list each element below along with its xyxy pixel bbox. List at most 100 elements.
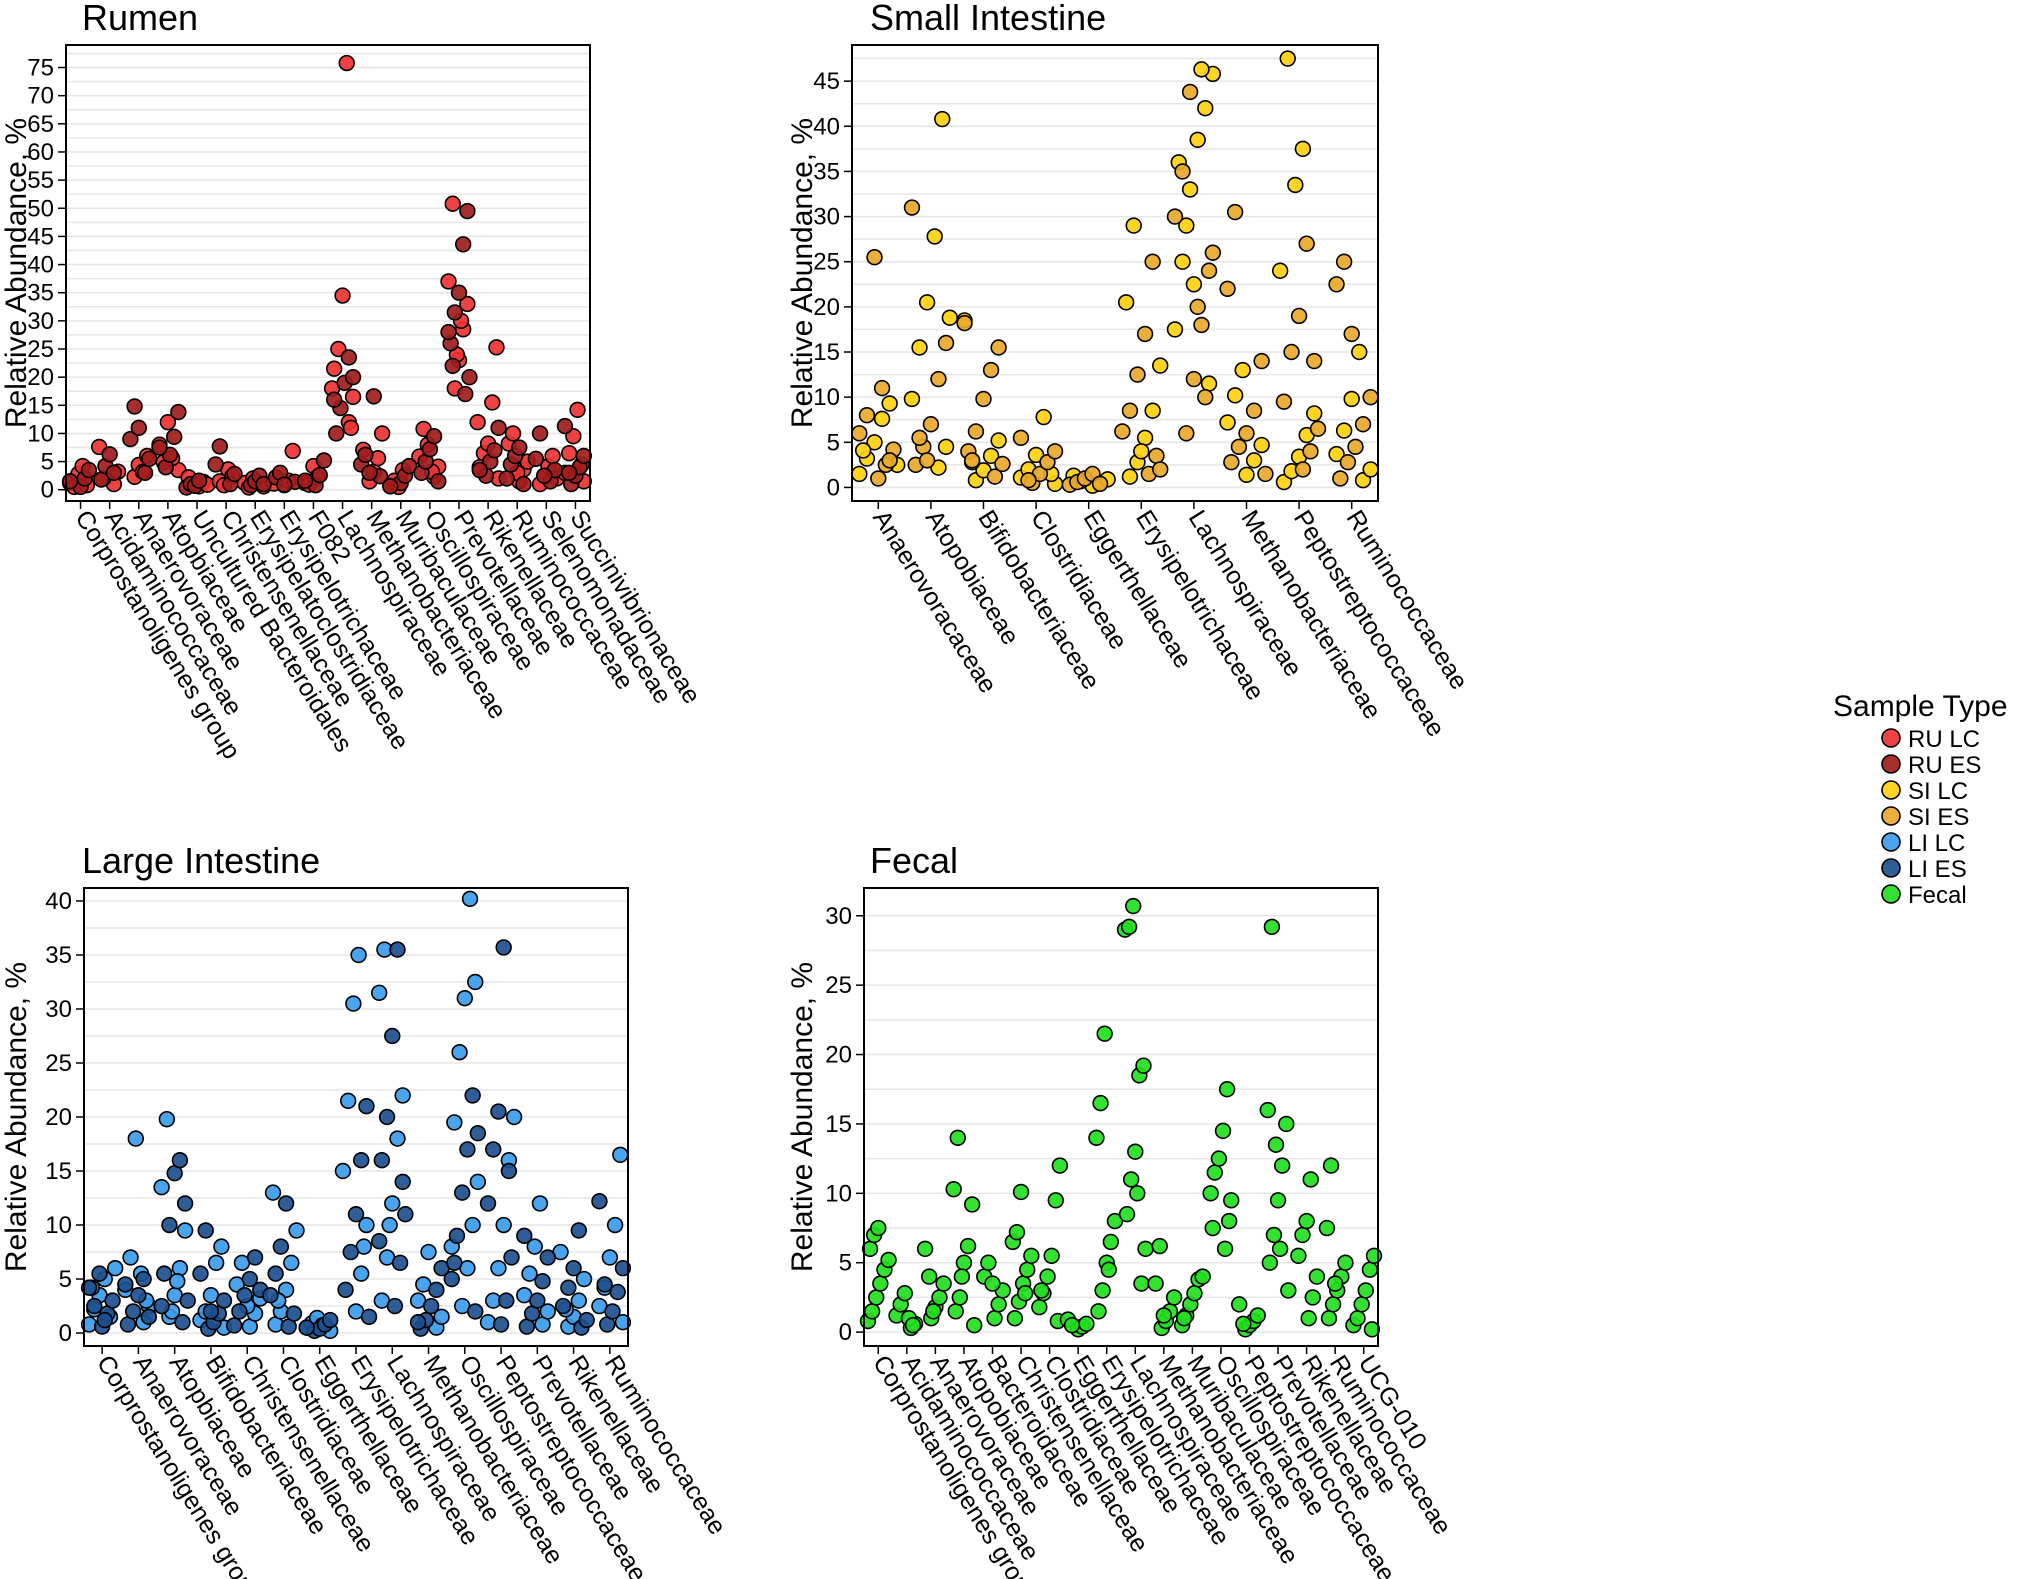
fecal-point xyxy=(1120,918,1138,936)
fecal-point xyxy=(1092,1094,1109,1112)
large-intestine-point xyxy=(171,1152,189,1169)
legend-label-si-es: SI ES xyxy=(1908,804,1969,831)
large-intestine-point xyxy=(498,1292,515,1309)
fecal-point xyxy=(1012,1183,1030,1201)
large-intestine-point xyxy=(384,1027,401,1045)
small-intestine-point xyxy=(1189,298,1206,316)
fecal-point xyxy=(863,1303,881,1320)
rumen-point xyxy=(560,464,578,482)
fecal-point xyxy=(1349,1310,1366,1327)
small-intestine-point xyxy=(1174,163,1191,180)
large-intestine-point xyxy=(459,1141,476,1158)
large-intestine-y-tick-label: 5 xyxy=(59,1266,72,1293)
rumen-point xyxy=(490,419,507,437)
small-intestine-point xyxy=(1117,294,1135,311)
rumen-point xyxy=(130,419,147,437)
rumen-point xyxy=(544,447,561,465)
fecal-point xyxy=(1273,1157,1291,1174)
rumen-point xyxy=(328,425,345,442)
small-intestine-point xyxy=(1035,408,1052,426)
small-intestine-point xyxy=(1114,423,1131,440)
large-intestine-point xyxy=(345,995,362,1012)
small-intestine-point xyxy=(1347,438,1364,456)
small-intestine-point xyxy=(1219,280,1236,298)
large-intestine-point xyxy=(560,1279,577,1296)
rumen-point xyxy=(373,425,391,442)
small-intestine-y-tick-label: 10 xyxy=(813,384,840,411)
large-intestine-point xyxy=(124,1303,142,1320)
rumen-point xyxy=(159,413,177,431)
legend-label-ru-lc: RU LC xyxy=(1908,726,1980,753)
small-intestine-point xyxy=(922,416,940,433)
large-intestine-point xyxy=(127,1130,144,1147)
fecal-point xyxy=(1220,1212,1238,1230)
fecal-point xyxy=(1326,1275,1344,1292)
large-intestine-point xyxy=(394,1173,411,1191)
small-intestine-point xyxy=(911,429,928,446)
large-intestine-point xyxy=(384,1195,401,1212)
rumen-point xyxy=(340,349,358,366)
small-intestine-point xyxy=(903,390,921,408)
rumen-point xyxy=(484,394,501,411)
fecal-plot-frame xyxy=(863,887,1379,1347)
fecal-point xyxy=(1147,1275,1164,1292)
large-intestine-y-tick-label: 25 xyxy=(45,1050,72,1077)
rumen-point xyxy=(105,464,123,482)
large-intestine-y-tick-label: 35 xyxy=(45,942,72,969)
fecal-point xyxy=(1278,1115,1295,1133)
small-intestine-point xyxy=(1027,446,1045,464)
legend-title: Sample Type xyxy=(1833,690,2008,723)
rumen-point xyxy=(284,442,301,460)
small-intestine-point xyxy=(870,470,887,487)
large-intestine-point xyxy=(456,989,473,1007)
large-intestine-y-tick-label: 10 xyxy=(45,1212,72,1239)
small-intestine-point xyxy=(1152,357,1169,374)
large-intestine-point xyxy=(539,1303,556,1320)
small-intestine-y-tick-label: 25 xyxy=(813,249,840,276)
fecal-point xyxy=(1294,1226,1311,1244)
rumen-point xyxy=(511,439,528,456)
fecal-point xyxy=(953,1268,971,1285)
large-intestine-point xyxy=(277,1195,295,1212)
small-intestine-point xyxy=(937,334,955,352)
large-intestine-point xyxy=(614,1314,632,1331)
large-intestine-point xyxy=(469,1173,487,1191)
small-intestine-point xyxy=(1121,468,1139,485)
small-intestine-y-tick-label: 30 xyxy=(813,204,840,231)
fecal-point xyxy=(1094,1282,1111,1299)
fecal-point xyxy=(1290,1247,1307,1264)
fecal-point xyxy=(1304,1289,1321,1306)
rumen-point xyxy=(450,284,468,301)
rumen-point xyxy=(136,464,154,482)
small-intestine-point xyxy=(1306,405,1323,422)
rumen-point xyxy=(444,195,461,212)
large-intestine-point xyxy=(350,946,367,964)
small-intestine-point xyxy=(1335,253,1353,270)
rumen-point xyxy=(560,444,578,462)
small-intestine-point xyxy=(1148,447,1165,465)
fecal-point xyxy=(1361,1261,1379,1278)
fecal-point xyxy=(1214,1122,1232,1140)
rumen-y-tick-label: 35 xyxy=(27,280,54,307)
small-intestine-point xyxy=(1219,414,1236,431)
large-intestine-point xyxy=(464,1216,481,1234)
fecal-y-axis-label: Relative Abundance, % xyxy=(786,962,819,1272)
fecal-point xyxy=(1318,1219,1336,1237)
rumen-point xyxy=(459,295,476,313)
large-intestine-y-tick-label: 30 xyxy=(45,996,72,1023)
large-intestine-point xyxy=(479,1195,497,1212)
legend-label-li-lc: LI LC xyxy=(1908,830,1965,857)
small-intestine-point xyxy=(911,339,928,356)
rumen-y-tick-label: 45 xyxy=(27,223,54,250)
large-intestine-point xyxy=(505,1108,523,1126)
rumen-y-tick-label: 30 xyxy=(27,308,54,335)
fecal-point xyxy=(868,1289,885,1306)
small-intestine-point xyxy=(854,442,872,459)
large-intestine-point xyxy=(570,1222,588,1239)
legend-swatch-ru-es xyxy=(1881,754,1901,774)
large-intestine-point xyxy=(531,1195,549,1212)
large-intestine-point xyxy=(554,1297,572,1315)
rumen-point xyxy=(226,465,243,483)
rumen-point xyxy=(325,360,343,377)
